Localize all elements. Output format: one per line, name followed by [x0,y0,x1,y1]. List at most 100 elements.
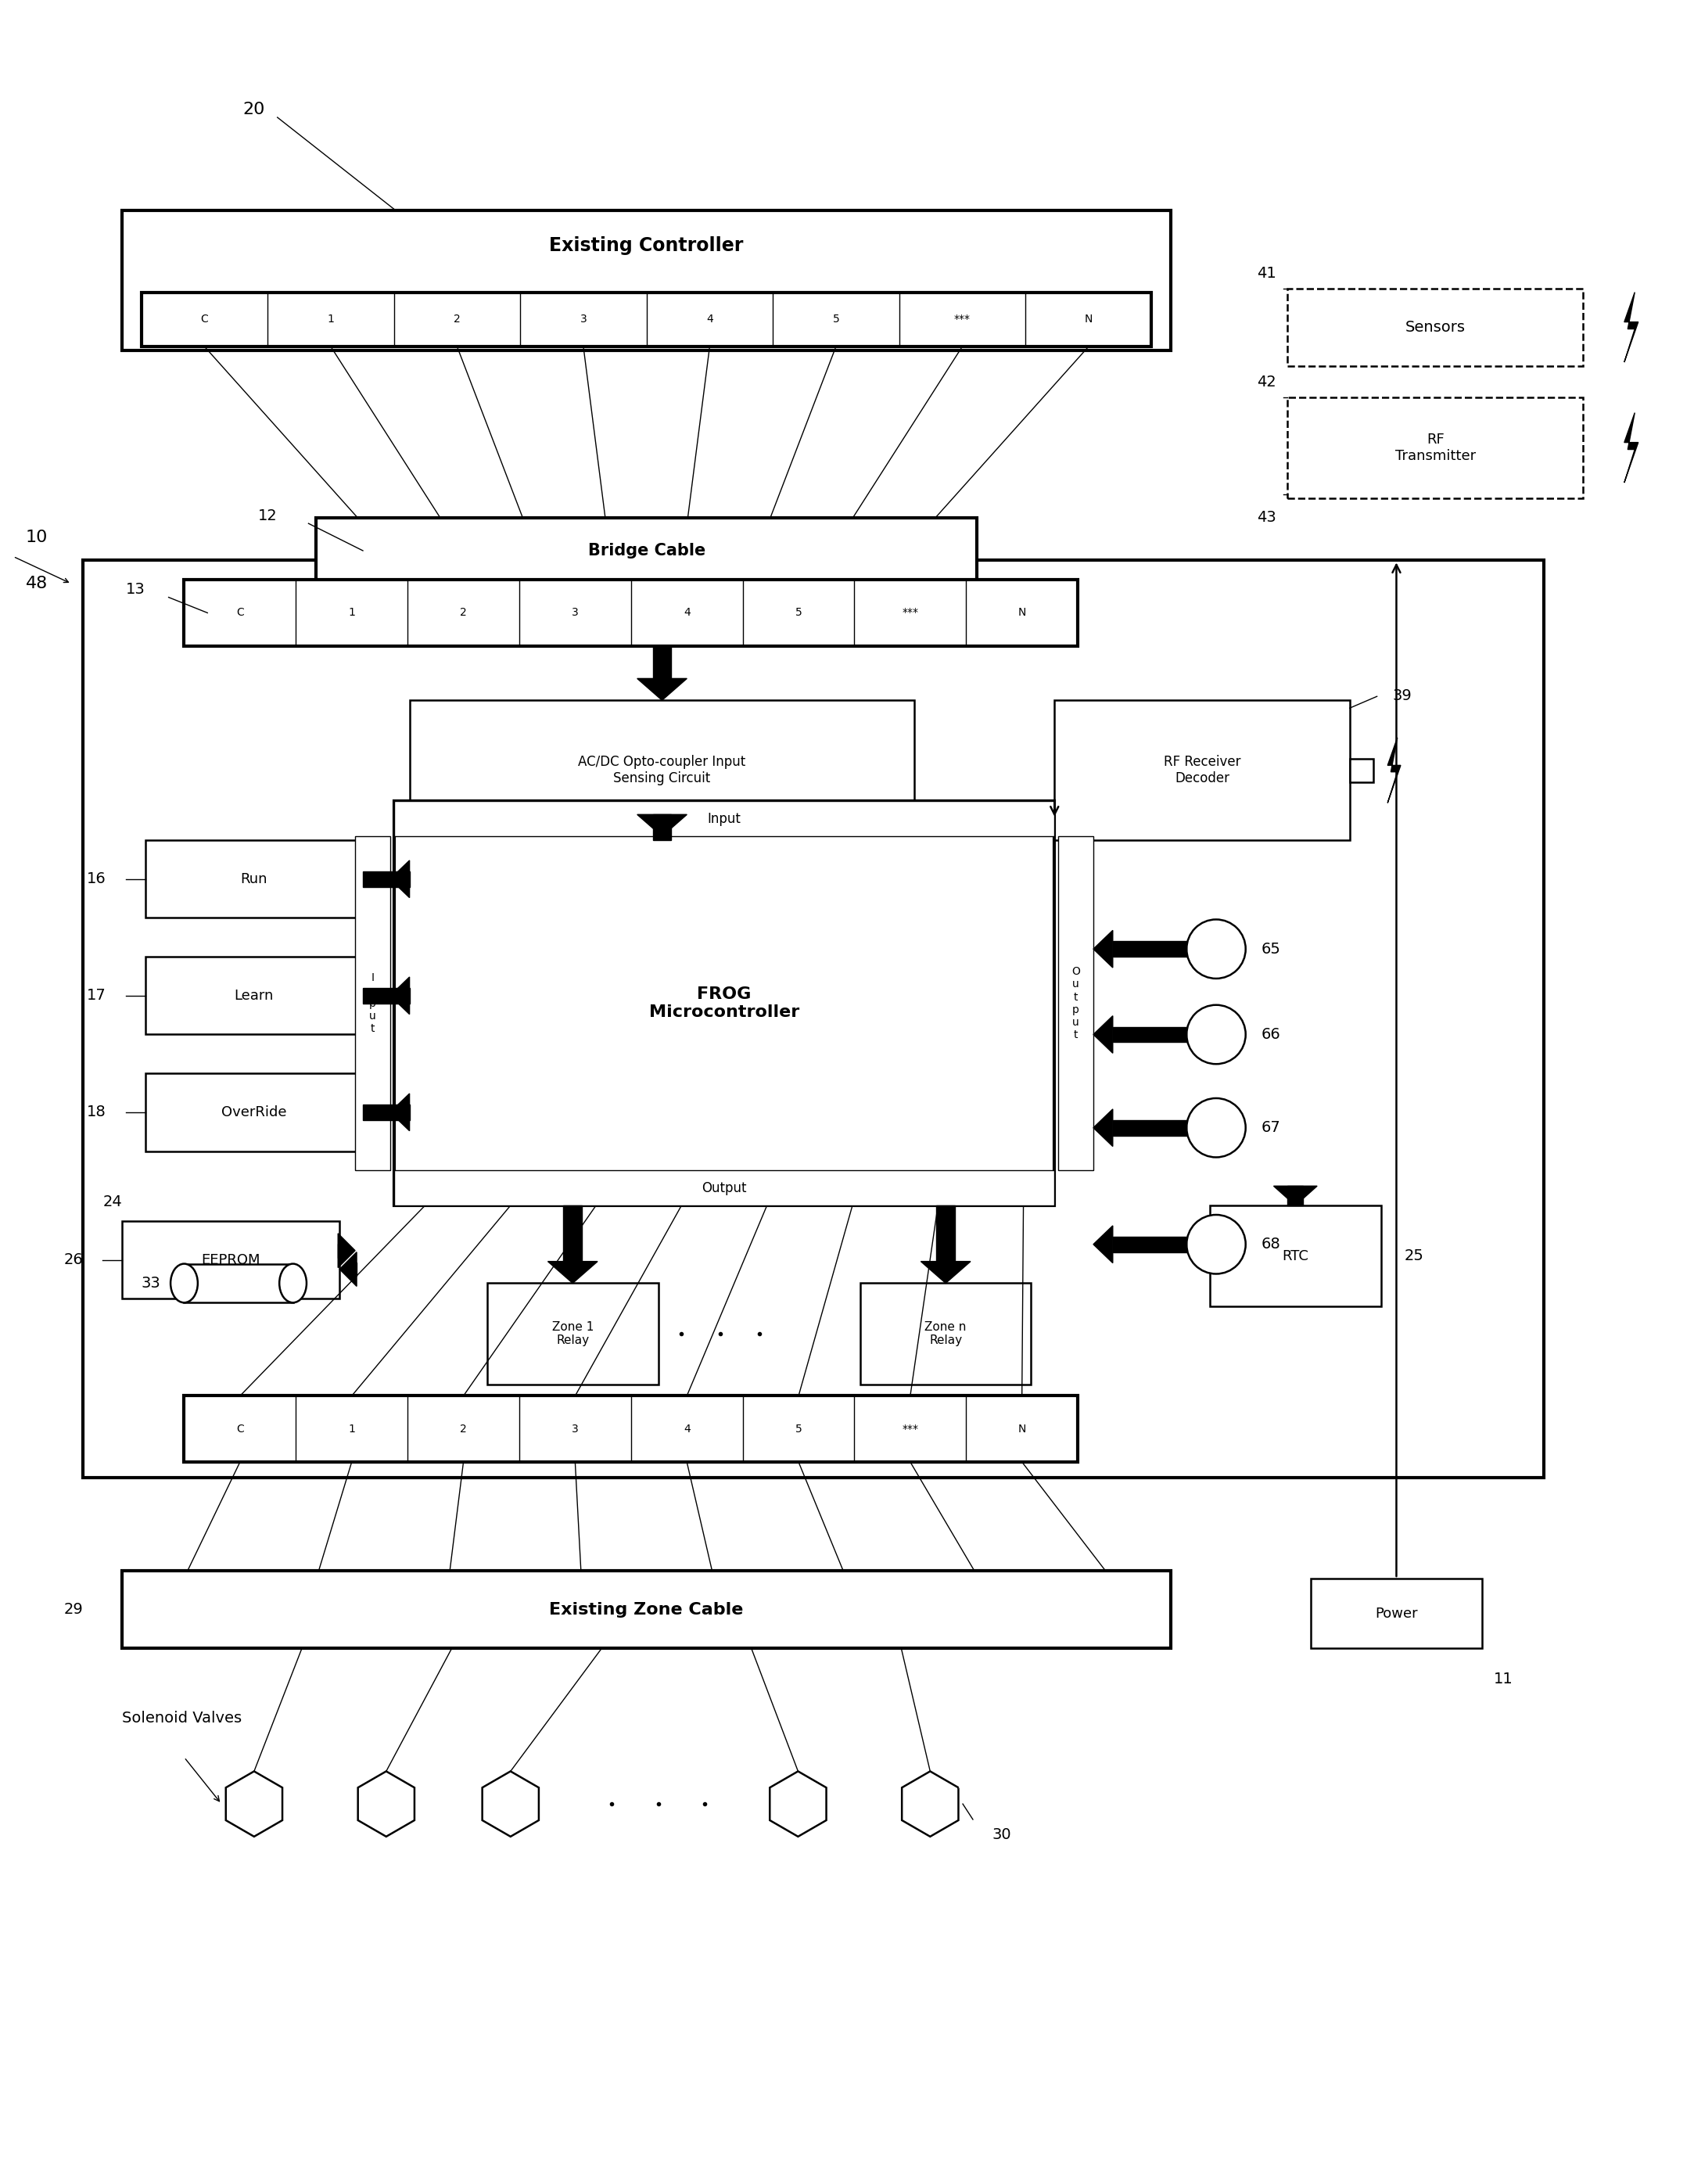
Polygon shape [483,1771,539,1837]
Text: C: C [202,314,208,325]
Text: N: N [1018,1424,1027,1435]
Text: 2: 2 [461,1424,468,1435]
Polygon shape [547,1262,598,1284]
Polygon shape [363,987,410,1002]
Text: 66: 66 [1260,1026,1281,1042]
Text: C: C [235,607,244,618]
Text: N: N [1018,607,1027,618]
Text: 5: 5 [832,314,839,325]
FancyBboxPatch shape [1311,1579,1482,1649]
Text: 25: 25 [1404,1249,1423,1262]
Circle shape [1186,1214,1245,1273]
Polygon shape [339,1251,357,1286]
Polygon shape [1093,1109,1113,1147]
Text: 16: 16 [86,871,107,887]
Polygon shape [1387,738,1401,804]
Text: 42: 42 [1257,373,1276,389]
Text: 24: 24 [103,1195,122,1210]
Text: 18: 18 [86,1105,107,1120]
Polygon shape [1113,1026,1186,1042]
Polygon shape [937,1206,955,1262]
FancyBboxPatch shape [146,1072,363,1151]
Text: 65: 65 [1260,941,1281,957]
Text: 26: 26 [64,1251,83,1267]
Text: Sensors: Sensors [1404,319,1465,334]
Polygon shape [564,1206,583,1262]
FancyBboxPatch shape [1210,1206,1381,1306]
FancyBboxPatch shape [488,1284,659,1385]
Text: O
u
t
p
u
t: O u t p u t [1072,965,1081,1040]
Text: Existing Controller: Existing Controller [549,236,744,256]
FancyBboxPatch shape [146,957,363,1035]
Text: FROG
Microcontroller: FROG Microcontroller [649,987,800,1020]
Text: I
n
p
u
t: I n p u t [369,972,376,1035]
Text: 4: 4 [683,607,689,618]
Polygon shape [652,646,671,679]
Text: 39: 39 [1392,688,1411,703]
Text: Learn: Learn [234,989,274,1002]
Text: ***: *** [954,314,971,325]
FancyBboxPatch shape [1059,836,1093,1171]
Polygon shape [769,1771,827,1837]
Polygon shape [363,1105,410,1120]
Polygon shape [652,815,671,841]
Text: 30: 30 [993,1828,1011,1841]
Text: N: N [1084,314,1093,325]
FancyBboxPatch shape [1350,758,1374,782]
FancyBboxPatch shape [122,1570,1171,1649]
FancyBboxPatch shape [1054,701,1350,841]
Text: AC/DC Opto-coupler Input
Sensing Circuit: AC/DC Opto-coupler Input Sensing Circuit [578,756,745,786]
Text: 3: 3 [571,607,579,618]
Polygon shape [1093,1225,1113,1262]
Circle shape [1186,1005,1245,1064]
Polygon shape [637,679,688,701]
FancyBboxPatch shape [410,701,915,841]
Polygon shape [1113,1236,1186,1251]
Text: 20: 20 [242,103,266,118]
Ellipse shape [171,1265,198,1302]
FancyBboxPatch shape [395,1171,1054,1206]
Polygon shape [363,871,410,887]
Text: ***: *** [901,607,918,618]
Text: 1: 1 [349,1424,356,1435]
Polygon shape [901,1771,959,1837]
Text: Solenoid Valves: Solenoid Valves [122,1710,242,1725]
FancyBboxPatch shape [122,1221,339,1299]
Text: RF Receiver
Decoder: RF Receiver Decoder [1164,756,1240,786]
Text: EEPROM: EEPROM [202,1254,261,1267]
Polygon shape [1625,293,1638,363]
Text: 48: 48 [25,577,47,592]
FancyBboxPatch shape [861,1284,1032,1385]
Text: 13: 13 [125,583,146,596]
Text: Output: Output [701,1182,747,1195]
Polygon shape [390,860,410,898]
Polygon shape [1113,941,1186,957]
FancyBboxPatch shape [1287,397,1582,498]
FancyBboxPatch shape [317,518,977,583]
Text: 3: 3 [579,314,586,325]
Polygon shape [339,1234,356,1267]
Polygon shape [1287,1186,1303,1206]
Text: 5: 5 [794,607,801,618]
Circle shape [1186,1099,1245,1158]
Polygon shape [1093,930,1113,968]
Polygon shape [1113,1120,1186,1136]
Text: Power: Power [1376,1607,1418,1621]
Text: 1: 1 [349,607,356,618]
FancyBboxPatch shape [146,841,363,917]
Text: C: C [235,1424,244,1435]
Text: 68: 68 [1260,1236,1281,1251]
Text: 2: 2 [461,607,468,618]
Circle shape [1186,919,1245,978]
Polygon shape [357,1771,415,1837]
Polygon shape [390,976,410,1013]
Text: 29: 29 [64,1603,83,1616]
FancyBboxPatch shape [83,561,1543,1479]
Text: Existing Zone Cable: Existing Zone Cable [549,1601,744,1618]
FancyBboxPatch shape [185,1396,1077,1461]
Text: Input: Input [708,812,740,826]
FancyBboxPatch shape [395,802,1054,836]
Text: Zone n
Relay: Zone n Relay [925,1321,967,1345]
Text: RF
Transmitter: RF Transmitter [1394,432,1475,463]
Text: Zone 1
Relay: Zone 1 Relay [552,1321,593,1345]
